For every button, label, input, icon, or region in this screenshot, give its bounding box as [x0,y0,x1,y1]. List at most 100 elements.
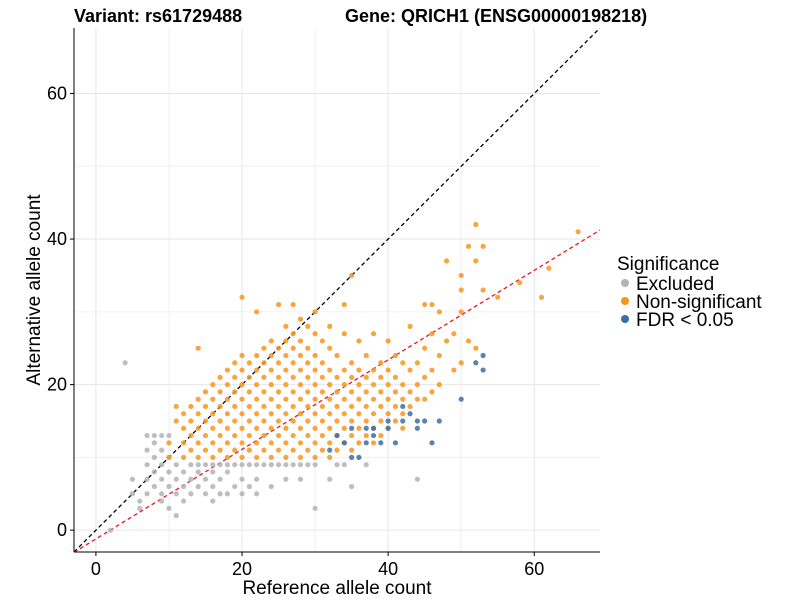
excluded-point [173,491,179,497]
excluded-point [297,476,304,482]
non-significant-point [210,440,216,446]
non-significant-point [283,396,289,402]
non-significant-point [370,440,377,446]
non-significant-point [232,389,238,395]
non-significant-point [385,411,391,417]
non-significant-point [356,440,362,446]
non-significant-point [246,418,252,424]
excluded-point [166,432,172,439]
non-significant-point [290,389,296,395]
excluded-point [224,462,231,468]
non-significant-point [458,360,464,366]
non-significant-point [290,447,296,453]
non-significant-point [239,425,245,431]
non-significant-point [275,389,282,395]
non-significant-point [319,360,325,366]
non-significant-point [407,403,413,410]
excluded-point [297,462,304,468]
non-significant-point [232,432,238,439]
fdr-0-05-point [480,352,486,359]
legend: Significance ExcludedNon-significantFDR … [617,254,762,331]
non-significant-point [254,411,260,417]
non-significant-point [232,360,238,366]
non-significant-point [334,447,340,453]
excluded-point [144,462,150,468]
fdr-0-05-point [341,440,347,446]
excluded-point [268,462,274,468]
non-significant-point [341,331,347,337]
non-significant-point [458,309,464,315]
non-significant-point [349,374,355,380]
non-significant-point [239,411,245,417]
non-significant-point [239,352,245,359]
non-significant-point [254,367,260,373]
non-significant-point [275,301,282,308]
non-significant-point [173,403,179,410]
non-significant-point [341,301,347,308]
excluded-point [217,476,223,482]
non-significant-point [305,374,311,380]
non-significant-point [422,345,428,351]
excluded-point [232,483,238,490]
non-significant-point [261,389,267,395]
excluded-point [166,483,172,490]
fdr-0-05-point [356,454,362,460]
non-significant-point [224,454,231,460]
non-significant-point [268,367,274,373]
non-significant-point [290,331,296,337]
excluded-point [151,483,157,490]
legend-label-excluded: Excluded [636,274,714,295]
legend-key-fdr-0-05 [621,315,629,323]
excluded-point [166,505,172,511]
non-significant-point [422,396,428,402]
non-significant-point [312,425,318,431]
fdr-0-05-point [363,425,369,431]
non-significant-point [224,411,231,417]
excluded-point [327,476,333,482]
non-significant-point [290,345,296,351]
non-significant-point [327,411,333,417]
non-significant-point [546,265,552,271]
non-significant-point [480,243,486,249]
non-significant-point [443,258,450,264]
non-significant-point [268,352,274,359]
non-significant-point [312,396,318,402]
non-significant-point [180,454,187,460]
non-significant-point [327,345,333,351]
non-significant-point [290,418,296,424]
non-significant-point [400,411,406,417]
non-significant-point [246,389,252,395]
non-significant-point [297,352,304,359]
non-significant-point [180,425,187,431]
fdr-0-05-point [422,418,428,424]
non-significant-point [334,403,340,410]
non-significant-point [363,389,369,395]
excluded-point [180,469,187,475]
non-significant-point [312,367,318,373]
excluded-point [283,476,289,482]
excluded-point [210,483,216,490]
legend-label-fdr-0-05: FDR < 0.05 [636,310,734,331]
non-significant-point [429,367,435,373]
non-significant-point [341,367,347,373]
non-significant-point [363,418,369,424]
excluded-point [188,476,194,482]
excluded-point [261,462,267,468]
non-significant-point [392,418,399,424]
excluded-point [159,447,165,453]
excluded-point [129,491,136,497]
non-significant-point [349,389,355,395]
excluded-point [239,462,245,468]
fdr-0-05-point [385,425,391,431]
non-significant-point [473,345,479,351]
non-significant-point [283,338,289,344]
non-significant-point [334,389,340,395]
non-significant-point [407,389,413,395]
excluded-point [195,469,201,475]
fdr-0-05-point [370,425,377,431]
legend-key-non-significant [621,297,629,305]
non-significant-point [290,432,296,439]
legend-key-excluded [621,279,629,287]
non-significant-point [327,396,333,402]
excluded-point [349,483,355,490]
